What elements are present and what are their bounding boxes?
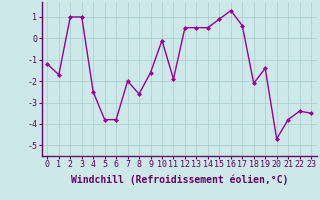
- X-axis label: Windchill (Refroidissement éolien,°C): Windchill (Refroidissement éolien,°C): [70, 175, 288, 185]
